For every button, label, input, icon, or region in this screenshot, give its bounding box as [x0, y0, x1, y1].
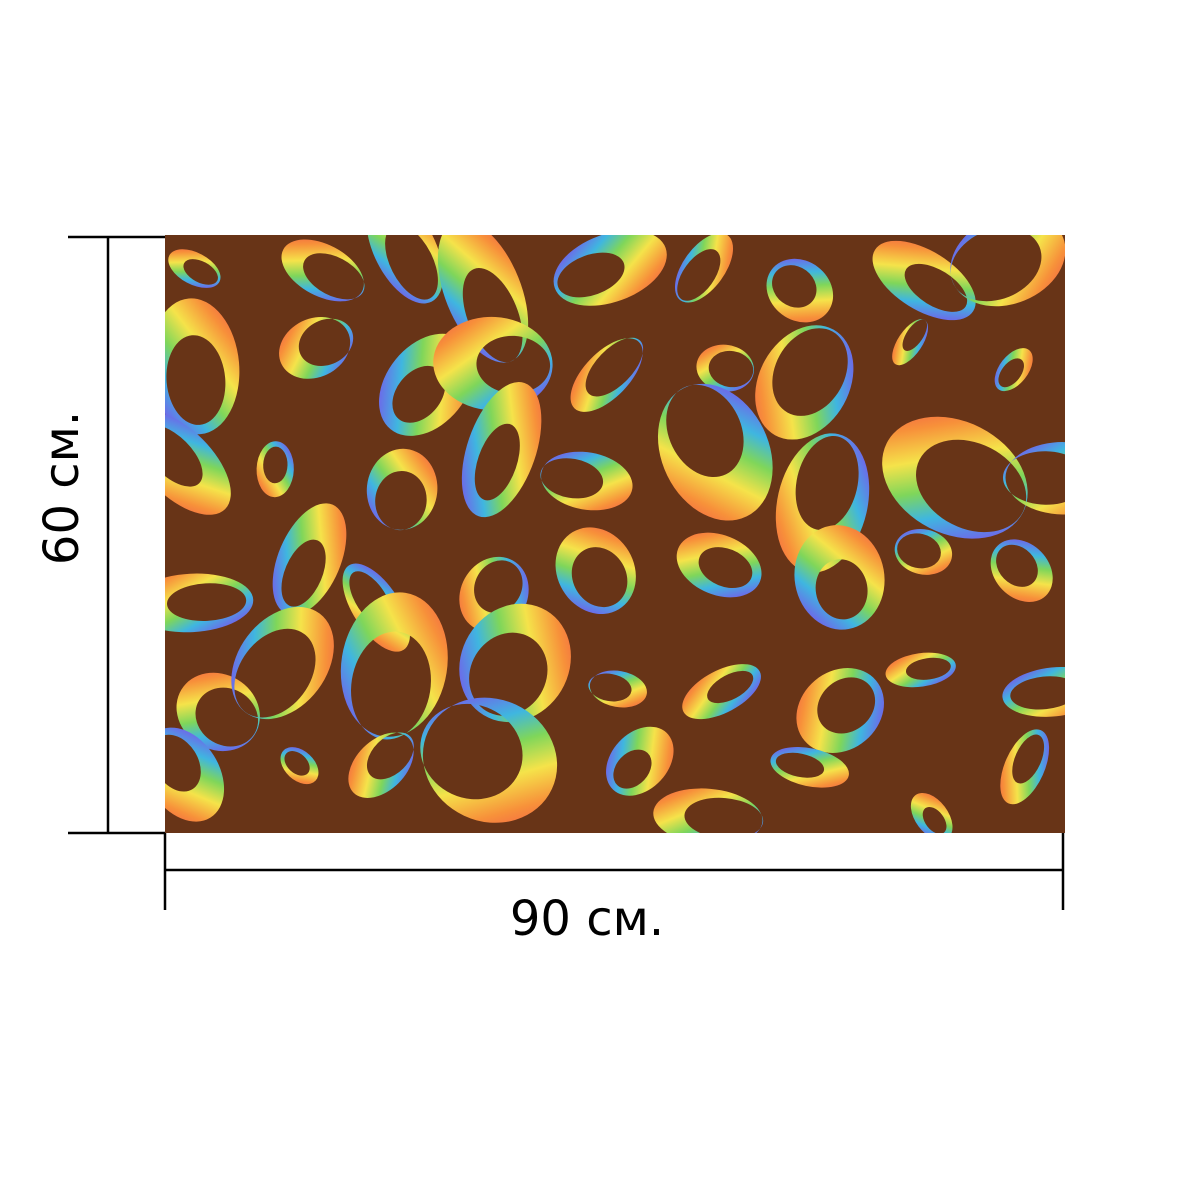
- pattern-shape: [366, 448, 438, 531]
- pattern-shape: [1002, 666, 1065, 717]
- pattern-shape: [165, 573, 254, 633]
- pattern-shape: [766, 258, 834, 323]
- pattern-shape: [885, 652, 956, 688]
- pattern-shape: [882, 416, 1028, 539]
- pattern-shape: [272, 503, 347, 616]
- pattern-shape: [653, 788, 764, 833]
- pattern-shape: [910, 792, 953, 833]
- width-label: 90 см.: [510, 891, 664, 947]
- pattern-shape: [281, 239, 365, 302]
- pattern-shape: [794, 525, 885, 630]
- pattern-shape: [892, 319, 929, 366]
- pattern-shape: [755, 325, 854, 440]
- pattern-shape: [570, 337, 644, 412]
- pattern-shape: [420, 697, 558, 823]
- pattern-shape: [1000, 729, 1050, 805]
- height-label: 60 см.: [34, 411, 90, 565]
- pattern-shape: [165, 410, 231, 515]
- pattern-shape: [682, 664, 761, 720]
- pattern-shape: [994, 348, 1033, 392]
- pattern-shape: [588, 670, 647, 708]
- pattern-shape: [606, 726, 674, 796]
- pattern-shape: [168, 249, 221, 288]
- pattern-shape: [696, 344, 754, 392]
- pattern-shape: [461, 382, 542, 518]
- pattern-shape: [176, 672, 260, 752]
- pattern-shape: [990, 539, 1053, 602]
- pattern-shape: [280, 747, 319, 785]
- pattern-shape: [553, 235, 667, 306]
- pattern-shape: [950, 235, 1065, 307]
- pattern-shape: [459, 603, 571, 723]
- pattern-shape: [433, 316, 553, 411]
- pattern-shape: [340, 592, 448, 740]
- pattern-shape: [770, 746, 849, 788]
- pattern-shape: [872, 240, 976, 321]
- pattern-shape: [540, 451, 633, 511]
- pattern-shape: [279, 317, 354, 379]
- pattern-shape: [231, 606, 334, 720]
- pattern-shape: [165, 727, 225, 822]
- pattern-shape: [555, 527, 636, 614]
- pattern-shape: [674, 235, 734, 303]
- fabric-pattern: [165, 235, 1065, 833]
- pattern-shape: [796, 668, 884, 753]
- pattern-shape: [894, 529, 953, 575]
- pattern-shape: [676, 532, 762, 598]
- pattern-shape: [348, 732, 414, 798]
- pattern-shape: [256, 441, 294, 498]
- pattern-shape: [165, 298, 240, 435]
- pattern-shape: [366, 235, 444, 304]
- pattern-shape: [657, 383, 773, 521]
